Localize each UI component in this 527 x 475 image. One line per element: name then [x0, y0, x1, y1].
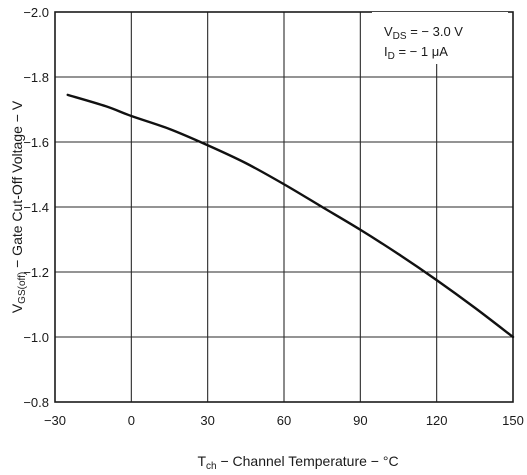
x-tick-label: 60 — [277, 413, 291, 428]
series-line-0 — [66, 93, 515, 339]
condition-id: ID = − 1 μA — [384, 44, 448, 62]
y-tick-label: −1.0 — [23, 330, 49, 345]
y-tick-label: −1.6 — [23, 135, 49, 150]
x-tick-label: 90 — [353, 413, 367, 428]
x-tick-label: 30 — [200, 413, 214, 428]
y-tick-label: −1.4 — [23, 200, 49, 215]
x-tick-label: 120 — [426, 413, 448, 428]
x-axis-title: Tch − Channel Temperature − °C — [197, 453, 398, 472]
conditions-box — [372, 12, 508, 64]
y-tick-label: −1.2 — [23, 265, 49, 280]
condition-vds: VDS = − 3.0 V — [384, 24, 463, 42]
y-axis-title: VGS(off) − Gate Cut-Off Voltage − V — [9, 100, 28, 313]
y-tick-label: −2.0 — [23, 5, 49, 20]
y-tick-labels: −2.0 −1.8 −1.6 −1.4 −1.2 −1.0 −0.8 — [23, 5, 49, 410]
x-tick-label: −30 — [44, 413, 66, 428]
x-tick-labels: −30 0 30 60 90 120 150 — [44, 413, 524, 428]
x-tick-label: 0 — [128, 413, 135, 428]
y-tick-label: −0.8 — [23, 395, 49, 410]
plot-frame — [54, 11, 514, 403]
y-tick-label: −1.8 — [23, 70, 49, 85]
plot-border — [54, 11, 514, 403]
x-tick-label: 150 — [502, 413, 524, 428]
series-layer — [66, 93, 515, 339]
grid — [55, 12, 513, 402]
